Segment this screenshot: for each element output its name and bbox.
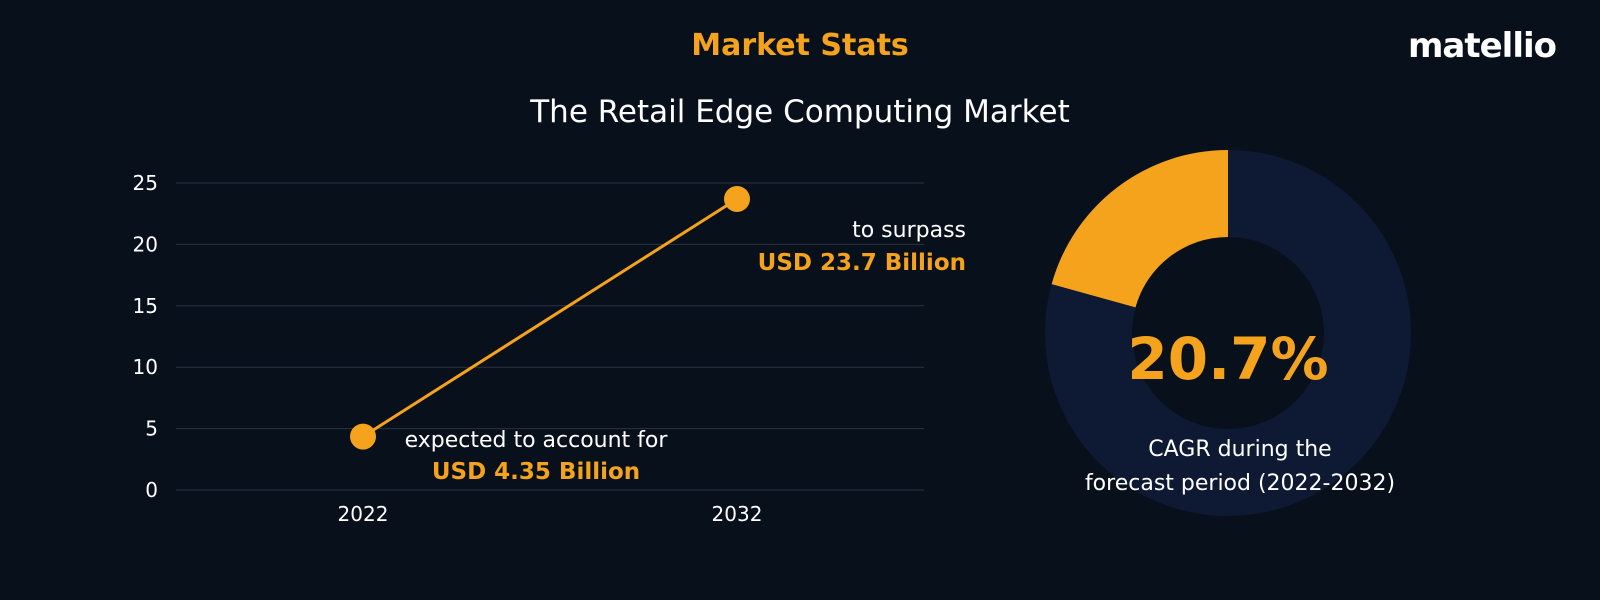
x-tick-label: 2032 [712, 502, 763, 526]
donut-segment-highlight [1051, 150, 1228, 308]
series-line [362, 197, 738, 438]
donut-chart: 20.7% CAGR during the forecast period (202… [1045, 150, 1411, 516]
line-chart: 0 5 10 15 20 25 2022 2032 expected to account fo… [133, 171, 966, 526]
y-tick-label: 20 [133, 232, 158, 256]
data-point [350, 423, 376, 450]
page-title: Market Stats [691, 28, 909, 63]
brand-logo: matellio [1407, 26, 1557, 66]
y-tick-label: 15 [133, 294, 158, 318]
annotation-2032-value: USD 23.7 Billion [758, 250, 966, 276]
y-tick-label: 5 [145, 417, 158, 441]
y-tick-label: 10 [133, 355, 158, 379]
y-tick-label: 25 [133, 171, 158, 195]
cagr-value: 20.7% [1127, 325, 1328, 393]
annotation-2022-text: expected to account for [405, 428, 669, 453]
y-tick-label: 0 [145, 478, 158, 502]
data-point [724, 185, 750, 212]
cagr-caption-line2: forecast period (2022-2032) [1085, 471, 1395, 496]
annotation-2032-text: to surpass [852, 218, 966, 243]
cagr-caption-line1: CAGR during the [1148, 437, 1331, 462]
x-tick-label: 2022 [338, 502, 389, 526]
chart-subtitle: The Retail Edge Computing Market [530, 94, 1070, 130]
annotation-2022-value: USD 4.35 Billion [432, 459, 640, 485]
